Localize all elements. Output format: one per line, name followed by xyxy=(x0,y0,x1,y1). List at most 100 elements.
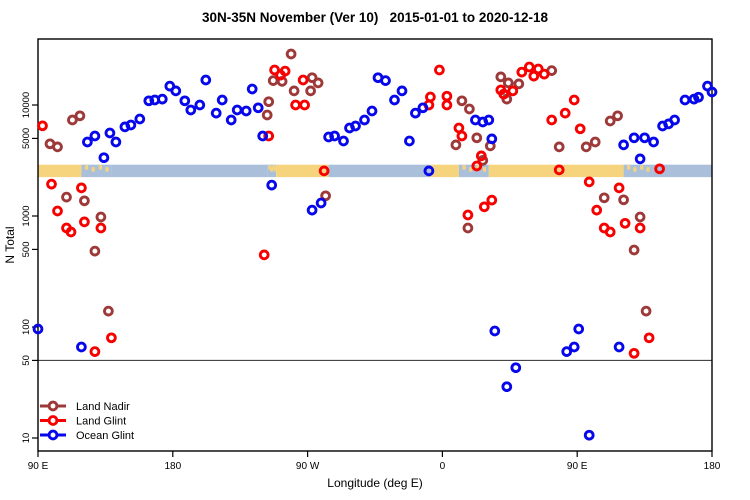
point-ocean-glint xyxy=(231,104,243,116)
band-ocean-segment xyxy=(652,164,712,178)
point-land-glint xyxy=(290,99,301,111)
point-ocean-glint xyxy=(561,346,573,357)
legend-label: Land Glint xyxy=(76,416,126,428)
legend-marker xyxy=(47,415,59,426)
point-land-nadir xyxy=(580,141,592,153)
point-land-nadir xyxy=(450,139,462,151)
point-ocean-glint xyxy=(252,102,264,114)
band-ocean-segment xyxy=(623,164,653,178)
point-ocean-glint xyxy=(669,114,680,126)
point-ocean-glint xyxy=(110,136,122,148)
point-ocean-glint xyxy=(583,429,595,441)
x-tick-label: 0 xyxy=(440,461,446,472)
point-ocean-glint xyxy=(501,381,513,393)
point-land-glint xyxy=(462,209,474,221)
point-land-glint xyxy=(507,85,519,97)
point-land-glint xyxy=(516,66,528,78)
point-land-glint xyxy=(46,178,57,190)
point-ocean-glint xyxy=(76,341,87,353)
point-ocean-glint xyxy=(359,114,370,126)
point-land-nadir xyxy=(464,103,475,115)
point-land-nadir xyxy=(604,115,616,127)
point-ocean-glint xyxy=(89,130,101,142)
data-points-group xyxy=(32,48,718,441)
point-land-nadir xyxy=(79,195,90,207)
point-ocean-glint xyxy=(573,323,585,335)
point-land-nadir xyxy=(640,305,652,317)
x-tick-label: 90 W xyxy=(296,461,320,472)
band-land-fleck xyxy=(91,167,95,172)
point-land-nadir xyxy=(74,110,86,122)
band-land-fleck xyxy=(627,165,631,170)
point-land-glint xyxy=(574,123,586,135)
point-land-nadir xyxy=(312,77,324,89)
point-ocean-glint xyxy=(417,102,429,114)
band-land-fleck xyxy=(272,165,276,170)
point-ocean-glint xyxy=(404,135,415,147)
point-land-nadir xyxy=(456,95,468,107)
band-land-segment xyxy=(276,164,329,178)
point-land-nadir xyxy=(598,192,610,204)
point-land-nadir xyxy=(634,211,646,223)
point-land-nadir xyxy=(618,194,629,206)
point-ocean-glint xyxy=(489,325,501,337)
point-ocean-glint xyxy=(483,114,495,126)
point-land-glint xyxy=(486,194,498,206)
point-land-nadir xyxy=(61,191,72,203)
point-ocean-glint xyxy=(628,132,640,144)
point-ocean-glint xyxy=(639,132,650,144)
point-land-glint xyxy=(79,216,90,228)
point-ocean-glint xyxy=(634,153,646,165)
point-ocean-glint xyxy=(568,341,580,353)
band-land-fleck xyxy=(640,165,644,170)
x-tick-label: 90 E xyxy=(28,461,49,472)
point-ocean-glint xyxy=(225,114,237,126)
point-land-glint xyxy=(604,226,616,238)
point-ocean-glint xyxy=(194,99,206,111)
legend: Land Nadir Land Glint Ocean Glint xyxy=(40,400,134,442)
point-land-nadir xyxy=(95,211,107,223)
point-land-glint xyxy=(434,64,445,76)
point-land-glint xyxy=(441,99,453,111)
legend-marker xyxy=(47,400,59,412)
band-land-segment xyxy=(38,164,82,178)
point-land-glint xyxy=(583,176,595,188)
point-ocean-glint xyxy=(306,204,318,216)
point-land-glint xyxy=(95,222,107,234)
point-land-glint xyxy=(628,347,640,359)
point-land-nadir xyxy=(513,78,525,90)
chart-title: 30N-35N November (Ver 10) 2015-01-01 to … xyxy=(202,10,548,25)
plot-border xyxy=(37,38,713,452)
point-land-nadir xyxy=(471,132,483,144)
band-land-fleck xyxy=(482,167,487,172)
point-ocean-glint xyxy=(125,119,137,131)
point-ocean-glint xyxy=(179,95,191,107)
point-ocean-glint xyxy=(380,75,391,86)
point-land-nadir xyxy=(267,75,279,86)
point-ocean-glint xyxy=(338,135,349,147)
point-land-glint xyxy=(89,346,101,357)
point-land-glint xyxy=(297,74,309,86)
point-land-glint xyxy=(528,70,540,82)
point-land-glint xyxy=(643,332,655,344)
point-land-nadir xyxy=(320,190,331,202)
point-land-glint xyxy=(425,91,436,103)
legend-item-land-nadir: Land Nadir xyxy=(40,400,130,413)
point-land-glint xyxy=(654,163,665,175)
point-land-glint xyxy=(106,332,117,344)
point-land-glint xyxy=(619,217,631,229)
band-land-fleck xyxy=(462,165,466,170)
y-tick-label: 500 xyxy=(21,241,32,257)
y-tick-label: 50 xyxy=(21,355,32,366)
y-tick-label: 5000 xyxy=(21,128,32,149)
point-land-glint xyxy=(52,205,63,217)
point-ocean-glint xyxy=(350,120,361,132)
legend-item-land-glint: Land Glint xyxy=(40,415,126,428)
point-land-glint xyxy=(263,130,275,142)
point-land-nadir xyxy=(103,305,114,317)
point-ocean-glint xyxy=(396,85,408,97)
point-ocean-glint xyxy=(257,130,269,142)
legend-item-ocean-glint: Ocean Glint xyxy=(40,429,134,442)
